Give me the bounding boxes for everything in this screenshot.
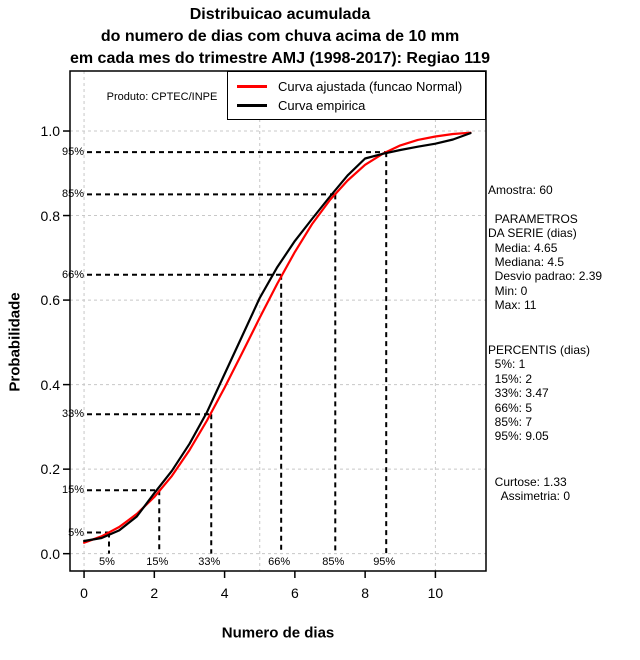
stats-line: Min: 0 [488, 283, 528, 298]
percentile-y-label: 85% [61, 188, 84, 201]
stats-line: PARAMETROS [488, 211, 578, 226]
y-tick-label: 0.4 [40, 376, 60, 393]
y-tick-label: 0.0 [40, 545, 60, 562]
percentile-x-label: 95% [373, 556, 396, 568]
percentile-y-label: 95% [61, 146, 84, 159]
stats-panel-serie: Amostra: 60 PARAMETROS DA SERIE (dias) Me… [488, 183, 602, 313]
y-tick-label: 1.0 [40, 123, 60, 140]
stats-line: 85%: 7 [488, 414, 533, 429]
percentile-y-label: 66% [61, 268, 84, 281]
percentile-x-label: 85% [322, 556, 345, 568]
x-tick-label: 6 [290, 585, 299, 601]
chart-title: Distribuicao acumulada do numero de dias… [70, 4, 490, 70]
legend-entry-empirical: Curva empirica [237, 98, 485, 113]
stats-line: 95%: 9.05 [488, 429, 549, 444]
stats-line: Media: 4.65 [488, 240, 558, 255]
stats-line: 5%: 1 [488, 357, 526, 372]
percentile-x-label: 33% [198, 556, 221, 568]
stats-line: Desvio padrao: 2.39 [488, 269, 603, 284]
empirical-curve [82, 132, 472, 543]
stats-line: Amostra: 60 [488, 183, 553, 197]
legend-label-empirical: Curva empirica [278, 97, 366, 113]
y-tick-label: 0.6 [40, 292, 60, 309]
stats-panel-moments: Curtose: 1.33 Assimetria: 0 [488, 475, 570, 504]
stats-line: 15%: 2 [488, 371, 533, 386]
y-tick-label: 0.2 [40, 461, 60, 478]
stats-line: 66%: 5 [488, 400, 533, 415]
percentile-y-label: 33% [61, 408, 84, 421]
stats-line: Curtose: 1.33 [488, 475, 567, 489]
percentile-x-label: 66% [268, 556, 291, 568]
stats-line [488, 197, 602, 211]
stats-line: PERCENTIS (dias) [488, 343, 591, 357]
percentile-y-label: 5% [68, 526, 84, 539]
legend-entry-fitted: Curva ajustada (funcao Normal) [237, 79, 485, 94]
fitted-curve-line-sample [237, 84, 267, 88]
title-line-2: do numero de dias com chuva acima de 10 … [100, 28, 460, 45]
percentile-x-label: 5% [99, 556, 115, 568]
x-tick-label: 0 [80, 585, 88, 601]
legend-label-fitted: Curva ajustada (funcao Normal) [278, 78, 463, 94]
empirical-curve-line-sample [237, 103, 267, 107]
stats-panel-percentis: PERCENTIS (dias) 5%: 1 15%: 2 33%: 3.47 … [488, 343, 590, 444]
stats-line: Mediana: 4.5 [488, 254, 565, 269]
x-tick-label: 8 [361, 585, 370, 601]
x-tick-label: 2 [150, 585, 159, 601]
product-label: Produto: CPTEC/INPE [106, 91, 218, 103]
title-line-3: em cada mes do trimestre AMJ (1998-2017)… [69, 50, 491, 67]
percentile-y-label: 15% [61, 484, 84, 497]
x-tick-label: 4 [220, 585, 229, 601]
stats-line: DA SERIE (dias) [488, 226, 577, 241]
title-line-1: Distribuicao acumulada [189, 6, 371, 23]
x-tick-label: 10 [427, 585, 444, 601]
y-tick-label: 0.8 [40, 207, 60, 224]
percentile-x-label: 15% [146, 556, 169, 568]
x-axis-title: Numero de dias [221, 624, 335, 642]
y-axis-title: Probabilidade [6, 292, 24, 392]
stats-line: Assimetria: 0 [488, 489, 571, 504]
stats-line: 33%: 3.47 [488, 386, 549, 401]
legend-box: Curva ajustada (funcao Normal) Curva emp… [227, 71, 486, 120]
stats-line: Max: 11 [488, 298, 537, 313]
